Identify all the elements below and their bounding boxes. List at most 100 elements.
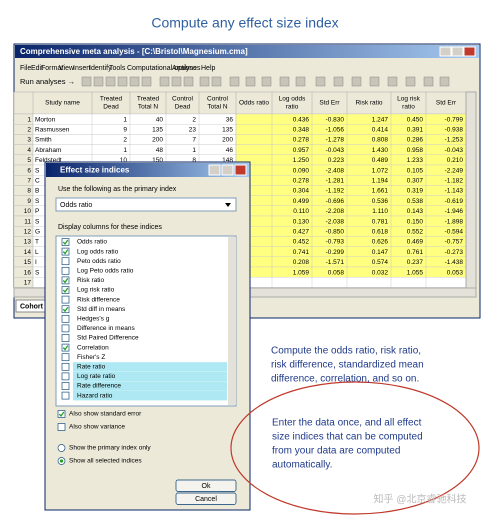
index-label[interactable]: Log Peto odds ratio — [77, 268, 134, 275]
radio-button[interactable] — [57, 444, 66, 452]
effect-value: 1.110 — [372, 208, 388, 215]
index-label[interactable]: Log risk ratio — [77, 287, 115, 294]
dialog: Effect size indices Use the following as… — [44, 161, 251, 511]
option-label[interactable]: Also show variance — [69, 424, 125, 431]
primary-select[interactable] — [55, 197, 237, 212]
effect-value: -1.143 — [445, 188, 464, 195]
menu-item[interactable]: Edit — [31, 65, 43, 72]
radio-label[interactable]: Show all selected indices — [69, 458, 142, 465]
menu-item[interactable]: Help — [201, 65, 216, 72]
index-label[interactable]: Hedges's g — [77, 316, 110, 323]
row-number: 5 — [27, 157, 31, 164]
dialog-minimize[interactable] — [208, 164, 221, 176]
index-label[interactable]: Std diff in means — [77, 306, 126, 313]
dialog-button[interactable] — [175, 479, 237, 492]
effect-value: -2.208 — [326, 208, 345, 215]
input-value: 46 — [226, 147, 234, 154]
effect-value: -0.594 — [445, 229, 464, 236]
effect-value: 0.618 — [372, 229, 389, 236]
index-label[interactable]: Correlation — [77, 344, 109, 351]
index-label[interactable]: Odds ratio — [77, 239, 107, 246]
highlight-ellipse — [230, 381, 480, 515]
menu-item[interactable]: Tools — [109, 65, 126, 72]
menu-item[interactable]: Identify — [89, 65, 112, 72]
index-checkbox[interactable] — [61, 353, 70, 362]
index-label[interactable]: Peto odds ratio — [77, 258, 121, 265]
dialog-button-label[interactable]: Ok — [202, 483, 211, 490]
index-label[interactable]: Hazard ratio — [77, 392, 113, 399]
index-label[interactable]: Risk difference — [77, 296, 120, 303]
note-line: Compute the odds ratio, risk ratio, — [271, 346, 421, 357]
index-checkbox[interactable] — [61, 391, 70, 400]
effect-cells — [235, 185, 467, 196]
menu-item[interactable]: View — [59, 65, 75, 72]
menu-item[interactable]: Computational options — [127, 65, 197, 72]
row-number: 15 — [24, 259, 32, 266]
index-label[interactable]: Risk ratio — [77, 277, 104, 284]
radio-dot — [59, 459, 64, 463]
primary-value[interactable]: Odds ratio — [60, 202, 92, 209]
index-checkbox[interactable] — [61, 305, 70, 314]
index-checkbox[interactable] — [61, 238, 70, 246]
index-label[interactable]: Fisher's Z — [77, 354, 105, 361]
index-checkbox[interactable] — [61, 295, 70, 304]
index-checkbox[interactable] — [61, 257, 70, 266]
effect-cells — [235, 195, 467, 207]
effect-value: 0.348 — [293, 127, 310, 134]
index-checkbox[interactable] — [61, 334, 70, 342]
dialog-button-label[interactable]: Cancel — [195, 496, 217, 503]
effect-cells — [235, 246, 467, 258]
sheet-tab-label[interactable]: Cohort — [20, 303, 44, 310]
dialog-maximize[interactable] — [221, 164, 234, 176]
effect-value: -2.249 — [445, 167, 464, 174]
option-checkbox[interactable] — [57, 423, 66, 431]
menu-item[interactable]: Insert — [73, 65, 91, 72]
input-cells — [32, 113, 237, 125]
study-name: Feldstedt — [35, 157, 62, 164]
index-label[interactable]: Rate difference — [77, 383, 121, 390]
dialog-button[interactable] — [175, 492, 237, 505]
option-checkbox[interactable] — [57, 410, 66, 418]
index-checkbox[interactable] — [61, 314, 70, 323]
run-analyses[interactable]: Run analyses → — [20, 77, 75, 86]
index-label[interactable]: Log odds ratio — [77, 248, 119, 255]
minimize-button[interactable] — [439, 46, 452, 57]
notes: Compute the odds ratio, risk ratio, risk … — [271, 346, 424, 471]
row-number: 9 — [27, 198, 31, 205]
index-checkbox[interactable] — [61, 286, 70, 294]
index-checkbox[interactable] — [61, 362, 70, 371]
index-checkbox[interactable] — [61, 324, 70, 333]
radio-label[interactable]: Show the primary index only — [69, 445, 151, 452]
vertical-scrollbar[interactable] — [465, 91, 477, 289]
option-label[interactable]: Also show standard error — [69, 411, 142, 418]
menu-item[interactable]: Analyses — [172, 65, 201, 72]
close-button[interactable] — [463, 46, 476, 57]
index-checkbox[interactable] — [61, 343, 70, 352]
column-header: Total N — [207, 104, 228, 111]
input-value: 200 — [152, 137, 163, 144]
column-header: ratio — [402, 104, 415, 111]
effect-value: 0.391 — [407, 127, 424, 134]
effect-value: 0.110 — [293, 208, 309, 215]
effect-value: 0.032 — [372, 269, 389, 276]
maximize-button[interactable] — [451, 46, 464, 57]
index-checkbox[interactable] — [61, 247, 70, 256]
effect-cells — [235, 134, 467, 145]
index-checkbox[interactable] — [61, 372, 70, 381]
index-checkbox[interactable] — [61, 276, 70, 285]
effect-value: 0.761 — [407, 249, 424, 256]
index-checkbox[interactable] — [61, 382, 70, 390]
index-checkbox[interactable] — [61, 266, 70, 275]
index-label[interactable]: Rate ratio — [77, 364, 106, 371]
effect-value: 0.536 — [372, 198, 389, 205]
index-label[interactable]: Difference in means — [77, 325, 135, 332]
menu-item[interactable]: File — [20, 65, 31, 72]
effect-value: 1.247 — [372, 116, 389, 123]
dialog-close[interactable] — [234, 164, 247, 176]
list-scrollbar[interactable] — [228, 237, 236, 405]
menu-item[interactable]: Format — [41, 65, 63, 72]
study-name: S — [35, 198, 40, 205]
index-label[interactable]: Log rate ratio — [77, 373, 116, 380]
index-label[interactable]: Std Paired Difference — [77, 335, 139, 342]
